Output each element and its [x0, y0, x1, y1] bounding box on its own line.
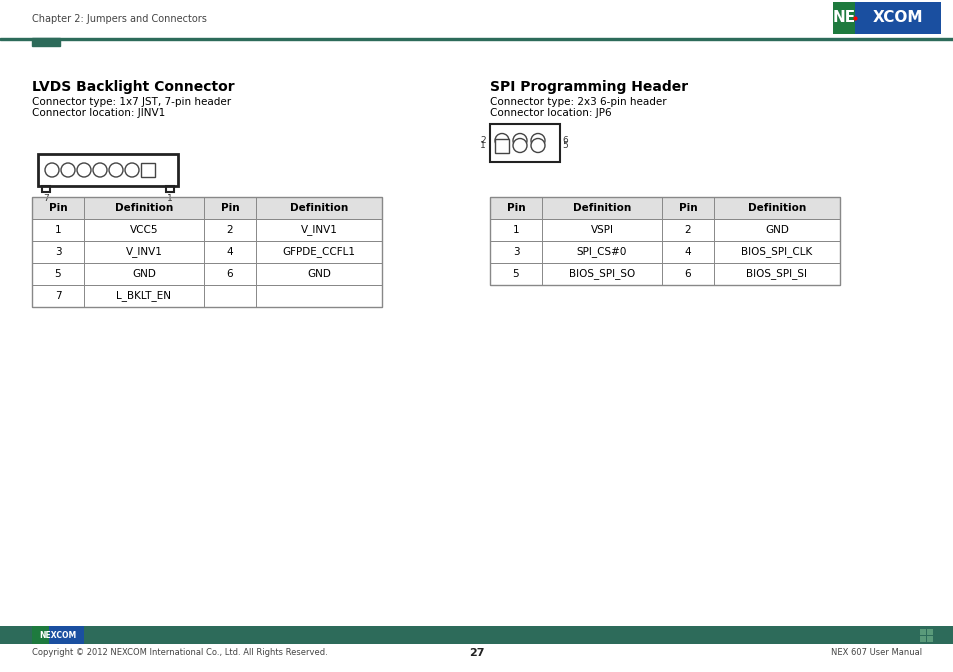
- Text: GFPDE_CCFL1: GFPDE_CCFL1: [282, 247, 355, 257]
- Text: 6: 6: [227, 269, 233, 279]
- Text: BIOS_SPI_CLK: BIOS_SPI_CLK: [740, 247, 812, 257]
- Text: 3: 3: [54, 247, 61, 257]
- Bar: [832, 2, 854, 34]
- Circle shape: [92, 163, 107, 177]
- Text: 2: 2: [684, 225, 691, 235]
- Text: 4: 4: [684, 247, 691, 257]
- Text: 7: 7: [43, 194, 49, 203]
- Bar: [32, 263, 381, 285]
- Text: 27: 27: [469, 648, 484, 658]
- Text: 5: 5: [512, 269, 518, 279]
- Bar: [926, 636, 932, 642]
- Bar: [490, 241, 840, 263]
- Bar: [50, 626, 84, 644]
- Circle shape: [495, 134, 509, 147]
- Text: SPI Programming Header: SPI Programming Header: [490, 80, 687, 94]
- Bar: [490, 124, 559, 162]
- Text: Chapter 2: Jumpers and Connectors: Chapter 2: Jumpers and Connectors: [32, 14, 207, 24]
- Bar: [854, 2, 940, 34]
- Text: GND: GND: [307, 269, 331, 279]
- Bar: [32, 241, 381, 263]
- Text: 1: 1: [512, 225, 518, 235]
- Bar: [32, 219, 381, 241]
- Text: Pin: Pin: [678, 203, 697, 213]
- Text: Definition: Definition: [747, 203, 805, 213]
- Bar: [141, 163, 154, 177]
- Text: GND: GND: [764, 225, 788, 235]
- Bar: [919, 629, 925, 635]
- Text: Pin: Pin: [49, 203, 68, 213]
- Bar: [32, 38, 60, 46]
- Text: 1: 1: [479, 141, 485, 150]
- Text: 6: 6: [561, 136, 567, 145]
- Text: Copyright © 2012 NEXCOM International Co., Ltd. All Rights Reserved.: Copyright © 2012 NEXCOM International Co…: [32, 648, 328, 657]
- Text: VCC5: VCC5: [130, 225, 158, 235]
- Text: 5: 5: [54, 269, 61, 279]
- Text: 3: 3: [512, 247, 518, 257]
- Bar: [490, 197, 840, 285]
- Circle shape: [77, 163, 91, 177]
- Text: 7: 7: [54, 291, 61, 301]
- Text: Connector location: JINV1: Connector location: JINV1: [32, 108, 165, 118]
- Text: 2: 2: [227, 225, 233, 235]
- Bar: [32, 285, 381, 307]
- Text: V_INV1: V_INV1: [300, 224, 337, 235]
- Bar: [38, 154, 178, 186]
- Text: NE: NE: [832, 11, 855, 26]
- Circle shape: [109, 163, 123, 177]
- Bar: [919, 636, 925, 642]
- Circle shape: [513, 138, 526, 153]
- Text: Connector location: JP6: Connector location: JP6: [490, 108, 611, 118]
- Bar: [490, 263, 840, 285]
- Text: 1: 1: [167, 194, 172, 203]
- Text: V_INV1: V_INV1: [126, 247, 162, 257]
- Bar: [32, 197, 381, 219]
- Text: SPI_CS#0: SPI_CS#0: [577, 247, 626, 257]
- Text: Pin: Pin: [220, 203, 239, 213]
- Text: L_BKLT_EN: L_BKLT_EN: [116, 290, 172, 302]
- Circle shape: [61, 163, 75, 177]
- Text: 5: 5: [561, 141, 567, 150]
- Text: NEXCOM: NEXCOM: [39, 630, 76, 640]
- Text: Definition: Definition: [572, 203, 631, 213]
- Text: Definition: Definition: [114, 203, 172, 213]
- Text: BIOS_SPI_SI: BIOS_SPI_SI: [745, 269, 806, 280]
- Bar: [42, 186, 50, 192]
- Bar: [490, 219, 840, 241]
- Text: NEX 607 User Manual: NEX 607 User Manual: [830, 648, 921, 657]
- Bar: [0, 38, 953, 40]
- Circle shape: [531, 138, 544, 153]
- Bar: [490, 197, 840, 219]
- Text: 1: 1: [54, 225, 61, 235]
- Circle shape: [531, 134, 544, 147]
- Text: Pin: Pin: [506, 203, 525, 213]
- Text: Connector type: 1x7 JST, 7-pin header: Connector type: 1x7 JST, 7-pin header: [32, 97, 231, 107]
- Bar: [32, 626, 50, 644]
- Circle shape: [45, 163, 59, 177]
- Bar: [495, 138, 509, 153]
- Text: 2: 2: [480, 136, 485, 145]
- Bar: [32, 197, 381, 219]
- Text: 6: 6: [684, 269, 691, 279]
- Circle shape: [513, 134, 526, 147]
- Text: Definition: Definition: [290, 203, 348, 213]
- Text: GND: GND: [132, 269, 155, 279]
- Bar: [32, 197, 381, 307]
- Bar: [166, 186, 173, 192]
- Bar: [490, 197, 840, 219]
- Text: 4: 4: [227, 247, 233, 257]
- Bar: [0, 626, 953, 644]
- Text: LVDS Backlight Connector: LVDS Backlight Connector: [32, 80, 234, 94]
- Text: BIOS_SPI_SO: BIOS_SPI_SO: [568, 269, 635, 280]
- Text: XCOM: XCOM: [872, 11, 923, 26]
- Text: Connector type: 2x3 6-pin header: Connector type: 2x3 6-pin header: [490, 97, 666, 107]
- Circle shape: [125, 163, 139, 177]
- Bar: [926, 629, 932, 635]
- Text: VSPI: VSPI: [590, 225, 613, 235]
